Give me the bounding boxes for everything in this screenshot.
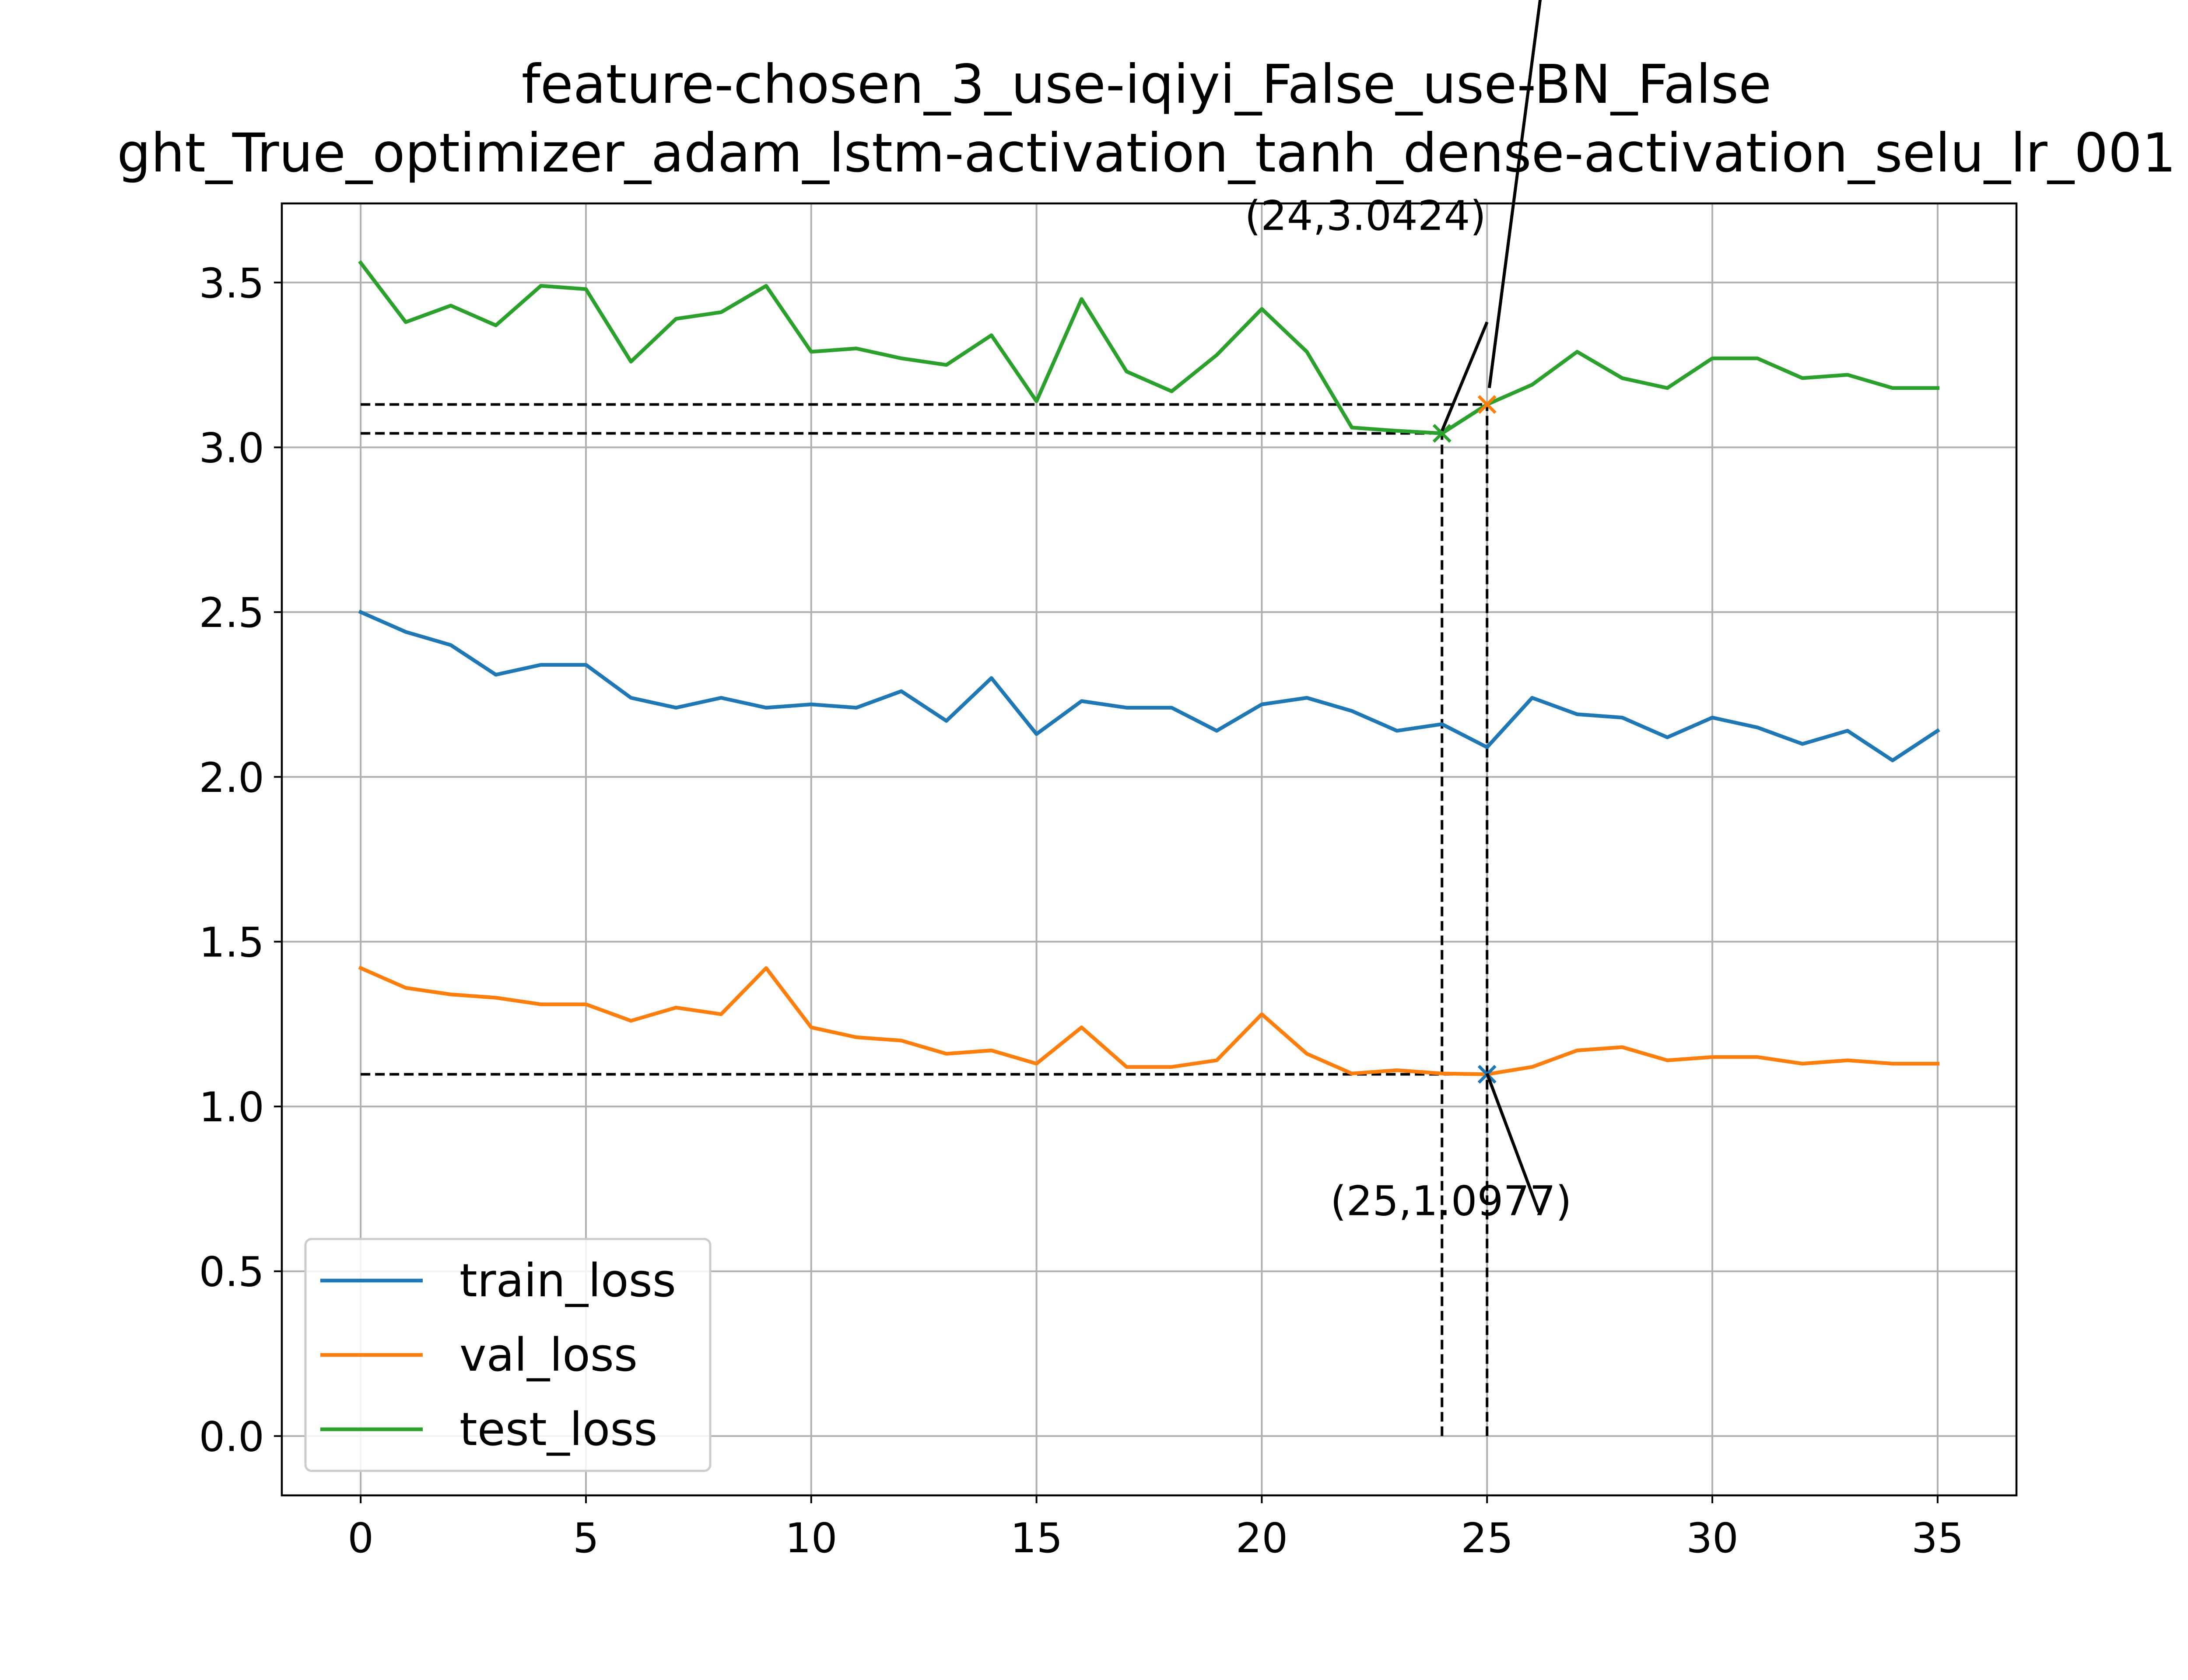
- reference-lines: [361, 403, 1489, 1436]
- title-line-1: feature-chosen_3_use-iqiyi_False_use-BN_…: [522, 53, 1771, 116]
- y-tick-label: 1.0: [199, 1084, 265, 1131]
- x-tick-label: 20: [1236, 1515, 1288, 1562]
- series-line-val-loss: [358, 966, 1940, 1076]
- x-marker: [1432, 424, 1452, 443]
- y-tick-label: 0.5: [199, 1249, 265, 1296]
- y-tick-label: 2.0: [199, 754, 265, 802]
- legend: train_loss val_loss test_loss: [304, 1238, 712, 1472]
- y-tick-label: 0.0: [199, 1413, 265, 1461]
- legend-label: test_loss: [459, 1403, 658, 1456]
- legend-box: [304, 1238, 712, 1472]
- x-marker-stroke: [1432, 424, 1452, 443]
- title-line-2: ght_True_optimizer_adam_lstm-activation_…: [117, 122, 2176, 184]
- x-tick-label: 35: [1911, 1515, 1964, 1562]
- x-marker: [1477, 395, 1497, 414]
- annotations: (24,3.0424) (25,1.0977): [1245, 0, 1572, 1225]
- series-lines: [358, 260, 1940, 1076]
- chart-title: feature-chosen_3_use-iqiyi_False_use-BN_…: [117, 53, 2176, 184]
- x-tick-label: 10: [785, 1515, 838, 1562]
- series-line-test-loss: [358, 260, 1940, 435]
- x-tick-label: 15: [1010, 1515, 1063, 1562]
- y-tick-label: 3.5: [199, 260, 265, 308]
- plot-frame: [281, 202, 2018, 1497]
- annotation-label: (25,1.0977): [1330, 1178, 1572, 1225]
- y-tick-label: 1.5: [199, 919, 265, 966]
- axis-ticks: 0 5 10 15 20 25 30 35 0.0 0.5 1.0 1.5 2.0 2.5 3.0 3.5: [199, 260, 1964, 1562]
- series-line-train-loss: [358, 609, 1940, 763]
- annotation-arrow: [1441, 321, 1489, 432]
- x-tick-label: 25: [1461, 1515, 1513, 1562]
- annotation-label: (24,3.0424): [1245, 192, 1486, 240]
- x-tick-label: 5: [573, 1515, 599, 1562]
- legend-label: train_loss: [459, 1254, 676, 1307]
- x-marker-stroke: [1477, 395, 1497, 414]
- y-tick-label: 3.0: [199, 424, 265, 472]
- x-tick-label: 0: [347, 1515, 374, 1562]
- annotation-arrow: [1487, 0, 1542, 388]
- annotation-arrow: [1485, 1073, 1540, 1213]
- y-tick-label: 2.5: [199, 589, 265, 637]
- x-tick-label: 30: [1686, 1515, 1739, 1562]
- legend-label: val_loss: [459, 1328, 638, 1382]
